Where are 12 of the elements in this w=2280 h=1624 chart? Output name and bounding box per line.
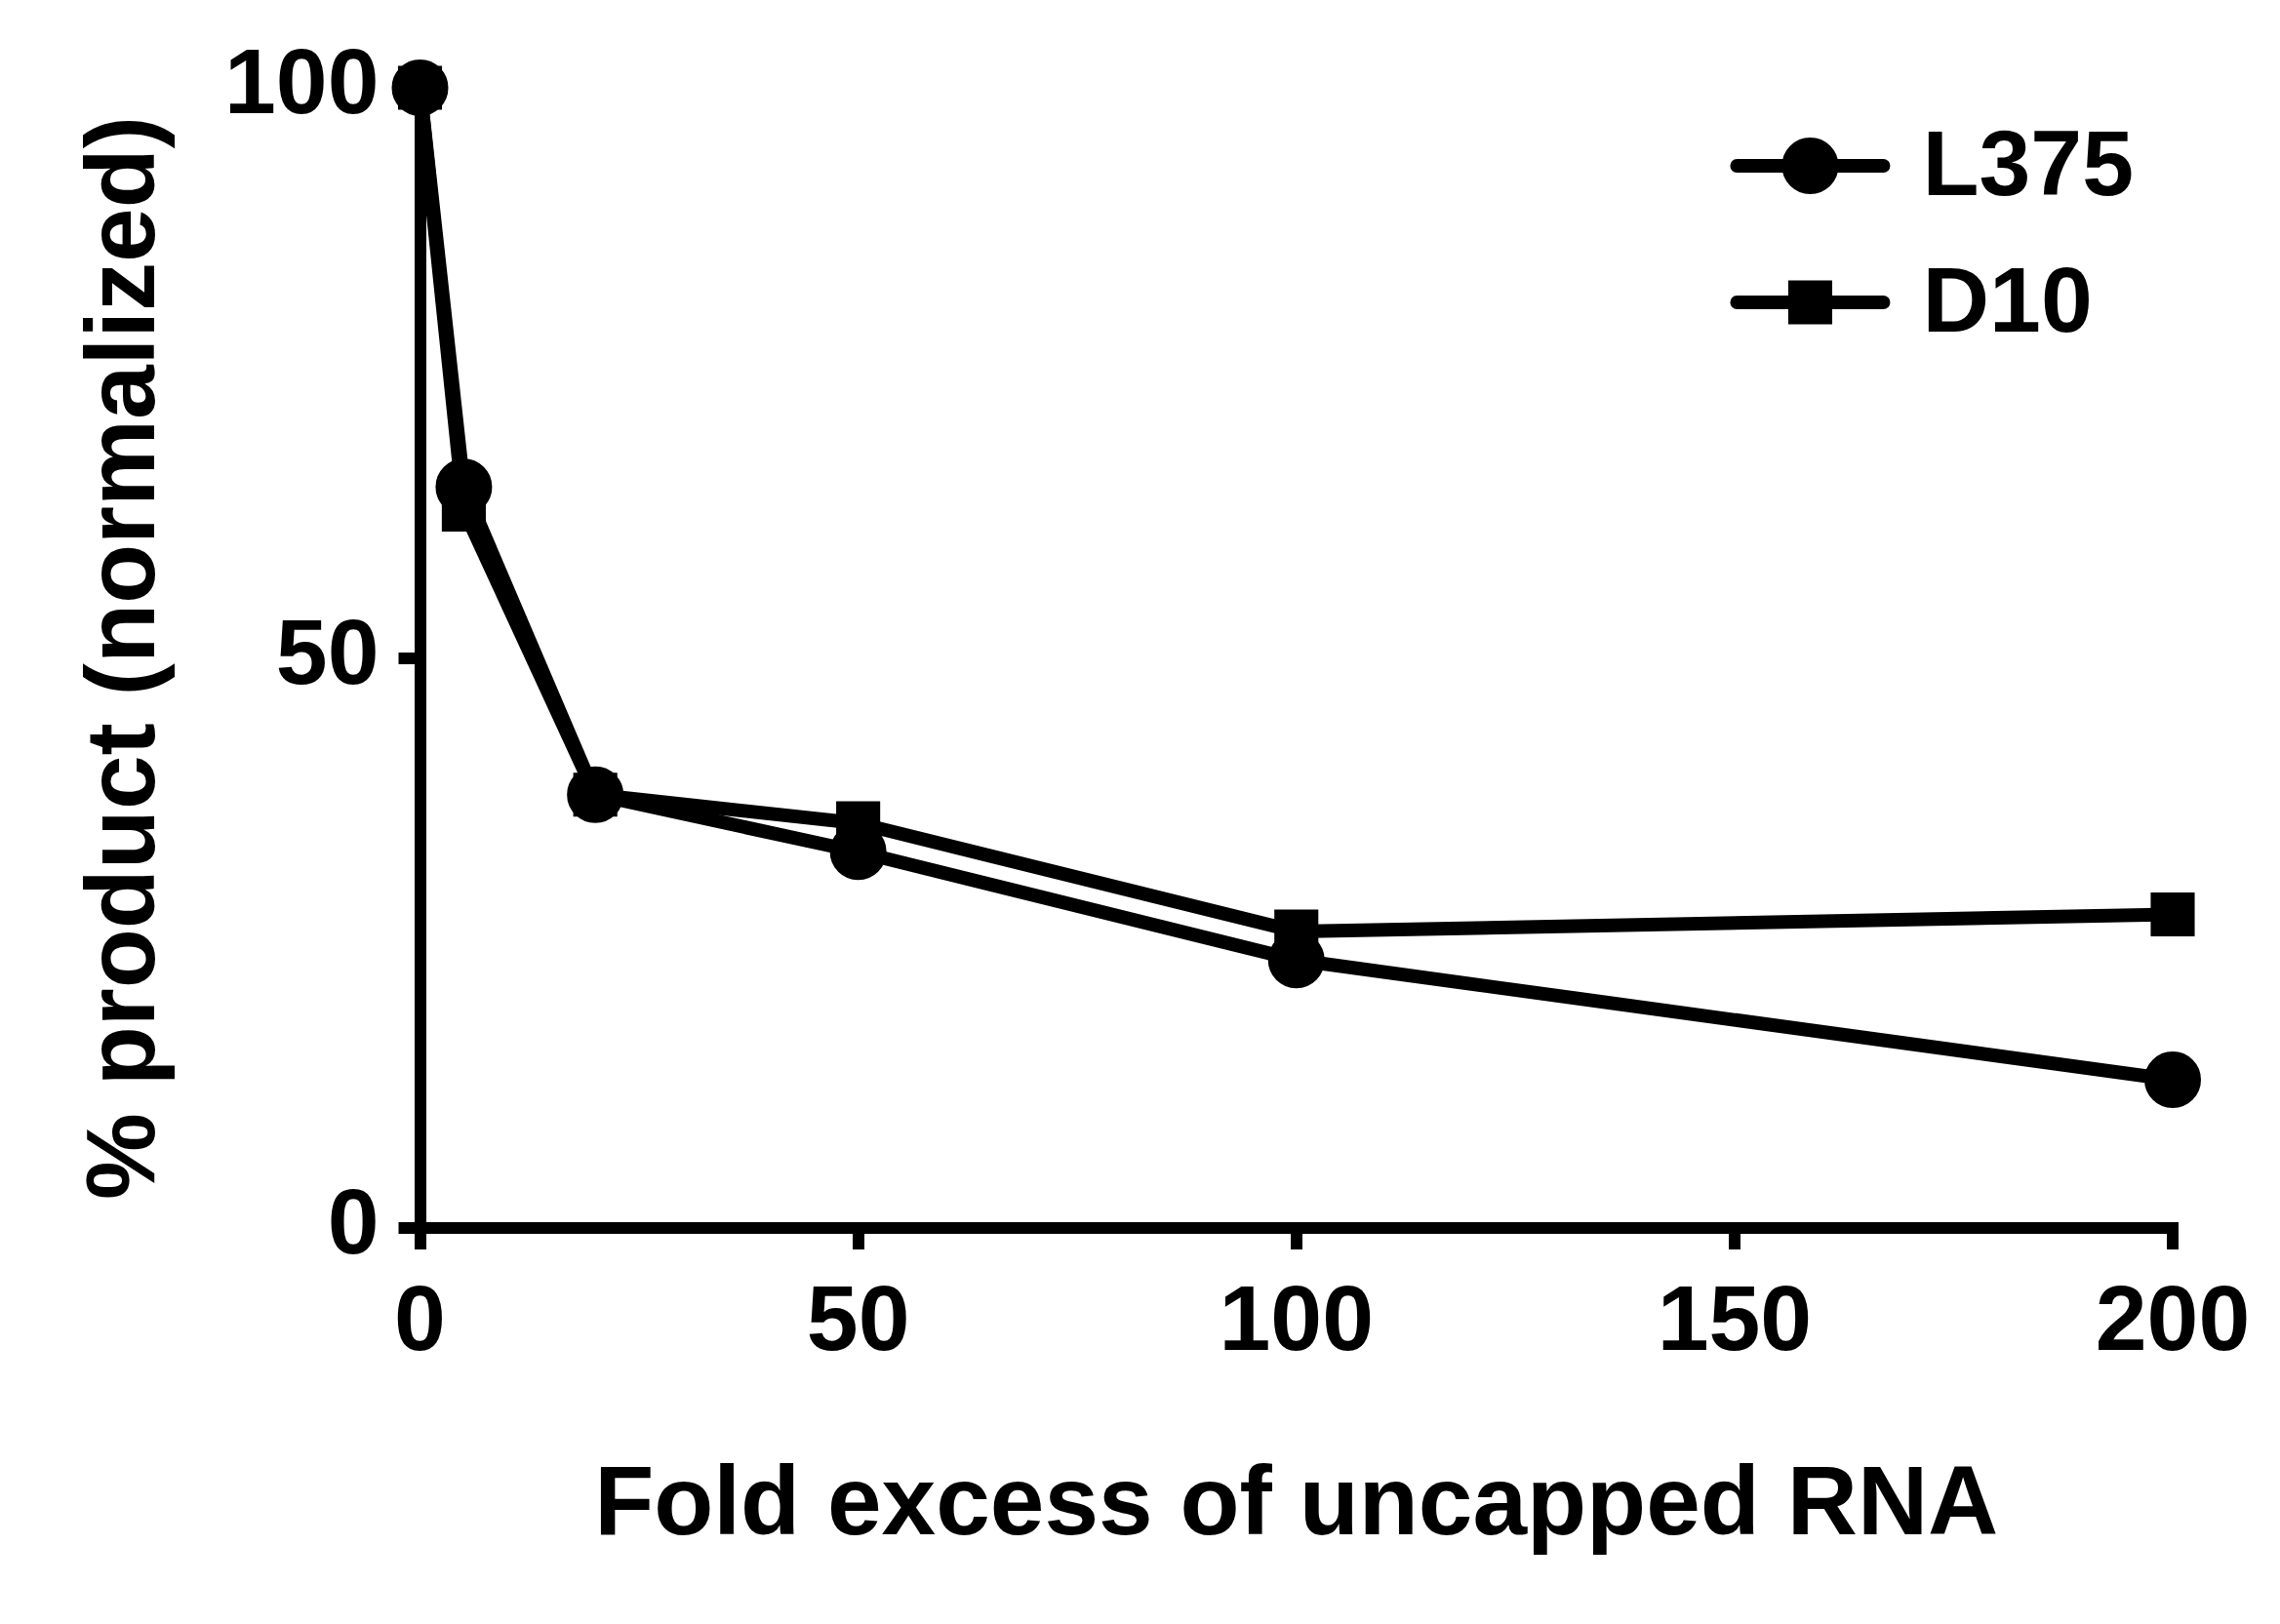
y-axis-title: % product (normalized)	[64, 115, 175, 1201]
x-tick-label: 150	[1657, 1266, 1813, 1370]
y-tick-label: 0	[327, 1169, 380, 1274]
y-tick-label: 50	[275, 599, 380, 703]
x-tick-label: 0	[394, 1266, 446, 1370]
y-tick-label: 100	[223, 29, 380, 134]
legend-label: L375	[1922, 111, 2135, 216]
x-axis-title: Fold excess of uncapped RNA	[594, 1445, 1999, 1555]
x-tick-label: 50	[806, 1266, 910, 1370]
legend-label: D10	[1922, 248, 2093, 352]
x-tick-label: 100	[1219, 1266, 1375, 1370]
x-tick-label: 200	[2095, 1266, 2251, 1370]
